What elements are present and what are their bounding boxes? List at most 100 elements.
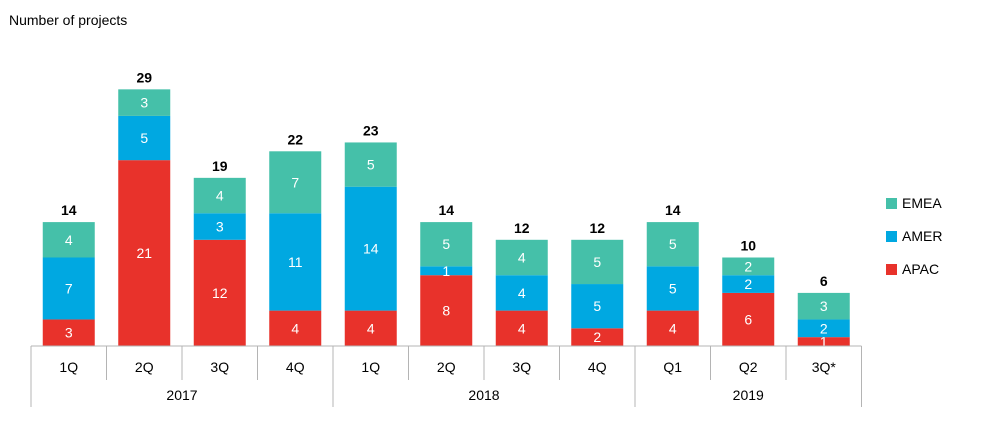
data-label: 2	[744, 258, 752, 274]
data-label: 2	[593, 329, 601, 345]
category-tick-label: 4Q	[588, 359, 607, 375]
data-label: 5	[669, 280, 677, 296]
bar-segment-apac	[571, 328, 624, 346]
data-label: 4	[65, 232, 73, 248]
bar-segment-apac	[646, 310, 699, 346]
data-label: 1	[442, 263, 450, 279]
bar-segment-amer	[420, 266, 473, 276]
data-label: 3	[216, 219, 224, 235]
data-label: 2	[744, 276, 752, 292]
bar-segment-amer	[722, 275, 775, 293]
bar-segment-apac	[344, 310, 397, 346]
bar-segment-emea	[646, 222, 699, 267]
legend-label-emea: EMEA	[902, 195, 942, 211]
category-tick-label: 3Q*	[812, 359, 837, 375]
data-label: 4	[291, 320, 299, 336]
category-tick-label: 1Q	[361, 359, 380, 375]
data-label: 5	[367, 157, 375, 173]
total-label: 14	[61, 202, 77, 218]
total-label: 6	[820, 273, 828, 289]
bar-segment-emea	[420, 222, 473, 267]
bar-segment-emea	[118, 89, 171, 116]
data-label: 21	[136, 245, 152, 261]
data-label: 12	[212, 285, 228, 301]
data-label: 14	[363, 241, 379, 257]
legend-label-amer: AMER	[902, 228, 942, 244]
legend-swatch-amer	[886, 231, 897, 242]
data-label: 7	[291, 174, 299, 190]
bar-segment-emea	[193, 177, 246, 214]
group-label: 2019	[733, 387, 764, 403]
data-label: 4	[518, 285, 526, 301]
bar-segment-amer	[118, 115, 171, 161]
data-label: 4	[367, 320, 375, 336]
category-tick-label: 1Q	[59, 359, 78, 375]
bar-segment-amer	[646, 266, 699, 311]
bar-segment-apac	[495, 310, 548, 346]
total-label: 12	[514, 220, 530, 236]
data-label: 11	[288, 254, 303, 270]
category-tick-label: Q2	[739, 359, 758, 375]
bar-segment-apac	[722, 292, 775, 346]
bar-segment-amer	[42, 257, 95, 320]
bar-segment-apac	[118, 160, 171, 346]
category-axis: 1Q 2Q 3Q 4Q 1Q 2Q 3Q 4Q Q1 Q2 3Q* 2017 2018 2019	[30, 345, 862, 407]
category-tick-label: 3Q	[512, 359, 531, 375]
data-label: 5	[593, 298, 601, 314]
total-label: 12	[589, 220, 605, 236]
data-label: 1	[820, 334, 828, 350]
data-label: 5	[140, 130, 148, 146]
data-label: 2	[820, 320, 828, 336]
data-label: 3	[820, 298, 828, 314]
bar-segment-emea	[722, 257, 775, 276]
total-label: 29	[136, 69, 152, 85]
data-label: 5	[593, 254, 601, 270]
category-tick-label: 2Q	[135, 359, 154, 375]
legend-label-apac: APAC	[902, 261, 939, 277]
total-label: 19	[212, 158, 228, 174]
category-tick-label: 2Q	[437, 359, 456, 375]
group-label: 2017	[166, 387, 197, 403]
data-label: 8	[442, 303, 450, 319]
bar-segment-apac	[193, 239, 246, 346]
bar-segment-apac	[42, 319, 95, 346]
total-label: 22	[287, 131, 303, 147]
total-label: 23	[363, 122, 379, 138]
total-label: 14	[665, 202, 681, 218]
bar-segment-emea	[344, 142, 397, 187]
data-label: 4	[518, 250, 526, 266]
category-tick-label: 4Q	[286, 359, 305, 375]
bar-segment-amer	[269, 213, 322, 311]
data-label: 4	[669, 320, 677, 336]
bar-segment-emea	[495, 239, 548, 276]
legend-swatch-emea	[886, 198, 897, 209]
category-tick-label: 3Q	[210, 359, 229, 375]
y-axis-label: Number of projects	[9, 12, 127, 28]
data-label: 4	[518, 320, 526, 336]
bar-segment-emea	[571, 239, 624, 285]
bar-segment-apac	[797, 337, 850, 346]
group-label: 2018	[468, 387, 499, 403]
data-label: 4	[216, 188, 224, 204]
data-label: 6	[744, 311, 752, 327]
bar-segment-emea	[269, 151, 322, 214]
total-label: 14	[438, 202, 454, 218]
data-label: 3	[65, 325, 73, 341]
bar-segment-emea	[797, 292, 850, 320]
bar-segment-emea	[42, 222, 95, 258]
data-label: 3	[140, 95, 148, 111]
bar-segment-amer	[495, 275, 548, 311]
bar-segment-amer	[797, 319, 850, 338]
data-label: 7	[65, 280, 73, 296]
plot-area: 3741421532912341941172241452381514444122…	[42, 69, 850, 350]
bar-segment-amer	[571, 284, 624, 329]
legend-swatch-apac	[886, 264, 897, 275]
category-tick-label: Q1	[663, 359, 682, 375]
data-label: 5	[442, 236, 450, 252]
bar-segment-apac	[420, 275, 473, 346]
total-label: 10	[740, 238, 756, 254]
bar-segment-amer	[344, 186, 397, 311]
data-label: 5	[669, 236, 677, 252]
bar-segment-apac	[269, 310, 322, 346]
